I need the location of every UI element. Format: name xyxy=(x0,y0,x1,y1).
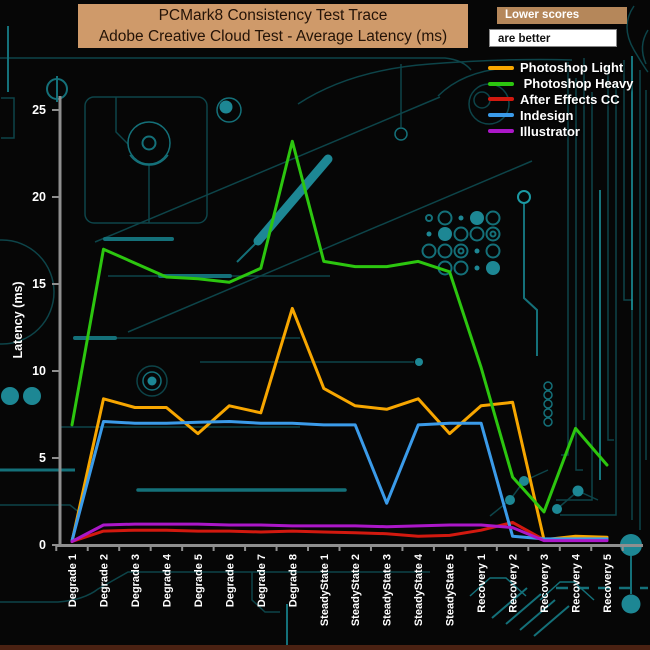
x-tick-label: SteadyState 5 xyxy=(445,554,457,626)
x-tick-label: Recovery 4 xyxy=(571,553,583,613)
circuit-mid-traces xyxy=(0,26,648,648)
circuit-bright-traces xyxy=(517,56,633,480)
note-are-better: are better xyxy=(489,29,617,47)
data-series xyxy=(70,139,609,543)
legend-swatch-icon xyxy=(488,97,514,102)
chart-title-plate: PCMark8 Consistency Test Trace Adobe Cre… xyxy=(78,4,468,48)
chart-title-line2: Adobe Creative Cloud Test - Average Late… xyxy=(98,28,448,45)
series-line-photoshop-light xyxy=(70,306,609,543)
y-tick-label: 15 xyxy=(32,277,46,291)
legend-swatch-icon xyxy=(488,81,514,86)
note-lower-scores: Lower scores xyxy=(497,7,627,24)
y-tick-label: 5 xyxy=(39,451,46,465)
bottom-border-strip xyxy=(0,645,650,650)
x-tick-label: Recovery 3 xyxy=(539,554,551,613)
x-tick-label: SteadyState 3 xyxy=(382,554,394,626)
legend-label: Photoshop Heavy xyxy=(520,76,634,92)
axes xyxy=(56,96,643,547)
x-tick-label: Degrade 4 xyxy=(161,553,173,607)
legend-item: After Effects CC xyxy=(488,92,633,108)
y-tick-label: 20 xyxy=(32,190,46,204)
chart-legend: Photoshop Light Photoshop Heavy After Eff… xyxy=(488,60,633,139)
legend-label: After Effects CC xyxy=(520,91,620,107)
circuit-dot-grid xyxy=(421,210,501,276)
x-tick-label: Degrade 2 xyxy=(98,554,110,607)
series-line-illustrator xyxy=(70,522,609,543)
legend-label: Indesign xyxy=(520,107,574,123)
legend-label: Illustrator xyxy=(520,123,580,139)
x-tick-label: Degrade 1 xyxy=(67,554,79,607)
legend-label: Photoshop Light xyxy=(520,60,624,76)
y-tick-label: 0 xyxy=(39,538,46,552)
x-tick-label: Degrade 5 xyxy=(193,554,205,607)
y-axis-title: Latency (ms) xyxy=(11,281,25,358)
legend-item: Photoshop Heavy xyxy=(488,76,633,92)
chart-title-line1: PCMark8 Consistency Test Trace xyxy=(158,7,388,24)
series-line-photoshop-heavy xyxy=(70,139,609,514)
x-tick-label: Recovery 5 xyxy=(602,554,614,613)
legend-swatch-icon xyxy=(488,65,514,70)
legend-swatch-icon xyxy=(488,113,514,118)
y-tick-label: 25 xyxy=(32,103,46,117)
x-tick-label: SteadyState 4 xyxy=(413,553,425,626)
y-tick-label: 10 xyxy=(32,364,46,378)
x-axis-ticks: Degrade 1 Degrade 2 Degrade 3 Degrade 4 Degr… xyxy=(55,545,624,626)
x-tick-label: Recovery 1 xyxy=(476,554,488,613)
series-line-after-effects-cc xyxy=(70,520,609,543)
legend-swatch-icon xyxy=(488,129,514,134)
x-tick-label: Degrade 7 xyxy=(256,554,268,607)
x-tick-label: Degrade 3 xyxy=(130,554,142,607)
x-tick-label: Degrade 8 xyxy=(287,554,299,607)
series-line-indesign xyxy=(70,420,609,543)
circuit-dim-traces xyxy=(0,5,649,613)
y-axis-ticks: 0 5 10 15 20 25 xyxy=(32,103,60,552)
x-tick-label: SteadyState 1 xyxy=(319,554,331,626)
x-tick-label: Degrade 6 xyxy=(224,554,236,607)
legend-item: Photoshop Light xyxy=(488,60,633,76)
legend-item: Indesign xyxy=(488,107,633,123)
x-tick-label: Recovery 2 xyxy=(508,554,520,613)
legend-item: Illustrator xyxy=(488,123,633,139)
x-tick-label: SteadyState 2 xyxy=(350,554,362,626)
